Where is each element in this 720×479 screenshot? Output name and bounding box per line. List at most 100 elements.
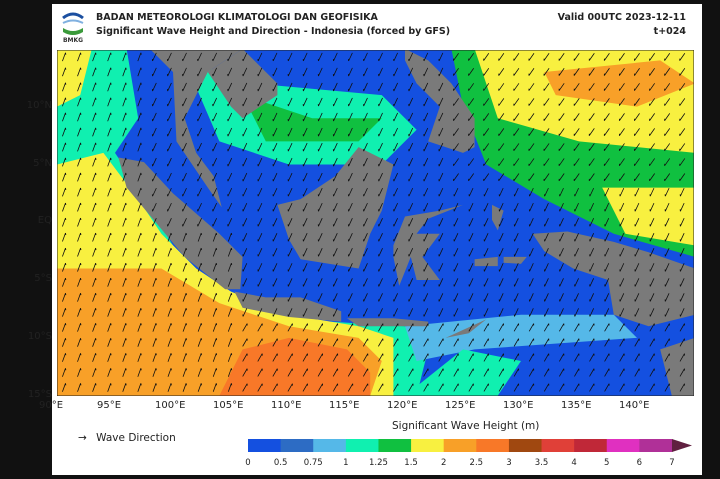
wave-arrow <box>137 202 142 212</box>
wave-arrow <box>272 157 278 167</box>
wave-arrow <box>634 128 640 136</box>
colorbar-tick: 7 <box>669 458 675 468</box>
wave-arrow <box>483 143 490 152</box>
land-timor <box>445 319 487 338</box>
lon-label: 110°E <box>271 400 302 411</box>
wave-arrow <box>167 338 172 347</box>
wave-arrow <box>649 278 655 287</box>
wave-arrow <box>257 82 263 92</box>
wave-arrow <box>498 293 504 302</box>
wave-arrow <box>362 323 369 332</box>
wave-arrow <box>528 338 535 347</box>
wave-arrow <box>513 158 520 167</box>
wave-arrow <box>618 98 625 106</box>
wave-arrow <box>212 338 218 347</box>
wave-arrow <box>483 293 489 302</box>
colorbar-tick: 6 <box>636 458 643 468</box>
wave-arrow <box>227 262 233 272</box>
wave-arrow <box>588 83 595 91</box>
lon-label: 140°E <box>619 400 650 411</box>
wave-arrow <box>77 247 82 257</box>
land-java <box>234 291 342 322</box>
wave-arrow <box>378 187 383 197</box>
wave-arrow <box>453 83 459 91</box>
wave-arrow <box>513 323 520 332</box>
wave-arrow <box>453 158 459 167</box>
wave-arrow <box>679 233 685 242</box>
wave-arrow <box>272 97 278 107</box>
wave-arrow <box>558 98 565 106</box>
wave-arrow <box>182 308 187 317</box>
wave-arrow <box>332 263 338 272</box>
wave-arrow <box>483 233 489 242</box>
wave-arrow <box>408 112 414 122</box>
wave-arrow <box>393 172 398 182</box>
wave-arrow <box>453 173 459 182</box>
wave-arrow <box>603 158 610 167</box>
wave-arrow <box>347 233 353 242</box>
wave-arrow <box>242 67 248 77</box>
wave-arrow <box>197 353 202 362</box>
wave-arrow <box>92 67 97 77</box>
wave-arrow <box>257 263 263 272</box>
wave-arrow <box>287 97 293 107</box>
lat-label: 10°S <box>27 331 52 342</box>
wave-arrow <box>212 172 218 182</box>
lon-label: 105°E <box>213 400 244 411</box>
wave-arrow <box>423 97 429 107</box>
wave-arrow <box>62 293 67 302</box>
wave-arrow <box>77 368 82 377</box>
wave-arrow <box>122 232 127 242</box>
wave-arrow <box>423 383 429 392</box>
wave-arrow <box>242 202 248 212</box>
wave-arrow <box>679 308 685 317</box>
wave-arrow <box>438 112 444 122</box>
wave-arrow <box>649 383 655 392</box>
lead-time: t+024 <box>653 26 686 37</box>
wave-arrow <box>634 383 640 392</box>
wave-arrow <box>664 158 671 167</box>
wave-arrow <box>317 157 323 167</box>
wave-arrow <box>393 52 398 62</box>
wave-arrow <box>543 158 550 167</box>
wave-arrow <box>498 202 504 212</box>
wave-arrow <box>634 68 640 76</box>
wave-arrow <box>92 97 97 107</box>
wave-arrow <box>332 368 339 377</box>
wave-arrow <box>468 53 475 61</box>
wave-arrow <box>272 52 278 62</box>
wave-arrow <box>558 68 565 76</box>
wave-arrow <box>468 113 475 121</box>
wave-arrow <box>122 97 127 107</box>
wave-arrow <box>167 127 172 137</box>
wave-arrow <box>122 127 127 137</box>
wave-arrow <box>77 142 82 152</box>
wave-arrow <box>332 338 339 347</box>
wave-arrow <box>574 233 579 242</box>
lat-label: 5°S <box>34 273 52 284</box>
wave-arrow <box>468 278 474 287</box>
wave-arrow <box>92 187 97 197</box>
wave-arrow <box>574 217 579 227</box>
colorbar-tick: 0.5 <box>273 458 288 468</box>
wave-arrow <box>347 278 353 287</box>
wave-arrow <box>167 232 172 242</box>
wave-arrow <box>347 368 354 377</box>
wave-arrow <box>107 368 112 377</box>
lon-label: 95°E <box>97 400 122 411</box>
wave-arrow <box>423 127 429 137</box>
wave-arrow <box>77 187 82 197</box>
wave-arrow <box>559 308 564 317</box>
wave-arrow <box>498 263 504 272</box>
wave-arrow <box>378 368 384 377</box>
wave-arrow <box>167 323 172 332</box>
wave-arrow <box>287 233 293 242</box>
wave-arrow <box>483 173 490 182</box>
wave-arrow <box>649 187 655 197</box>
wave-arrow <box>468 83 475 91</box>
wave-arrow <box>408 353 414 362</box>
wave-arrow <box>332 323 339 332</box>
wave-arrow <box>408 248 414 257</box>
wave-zone-yellow-nw <box>57 50 92 107</box>
wave-arrow <box>151 142 157 152</box>
